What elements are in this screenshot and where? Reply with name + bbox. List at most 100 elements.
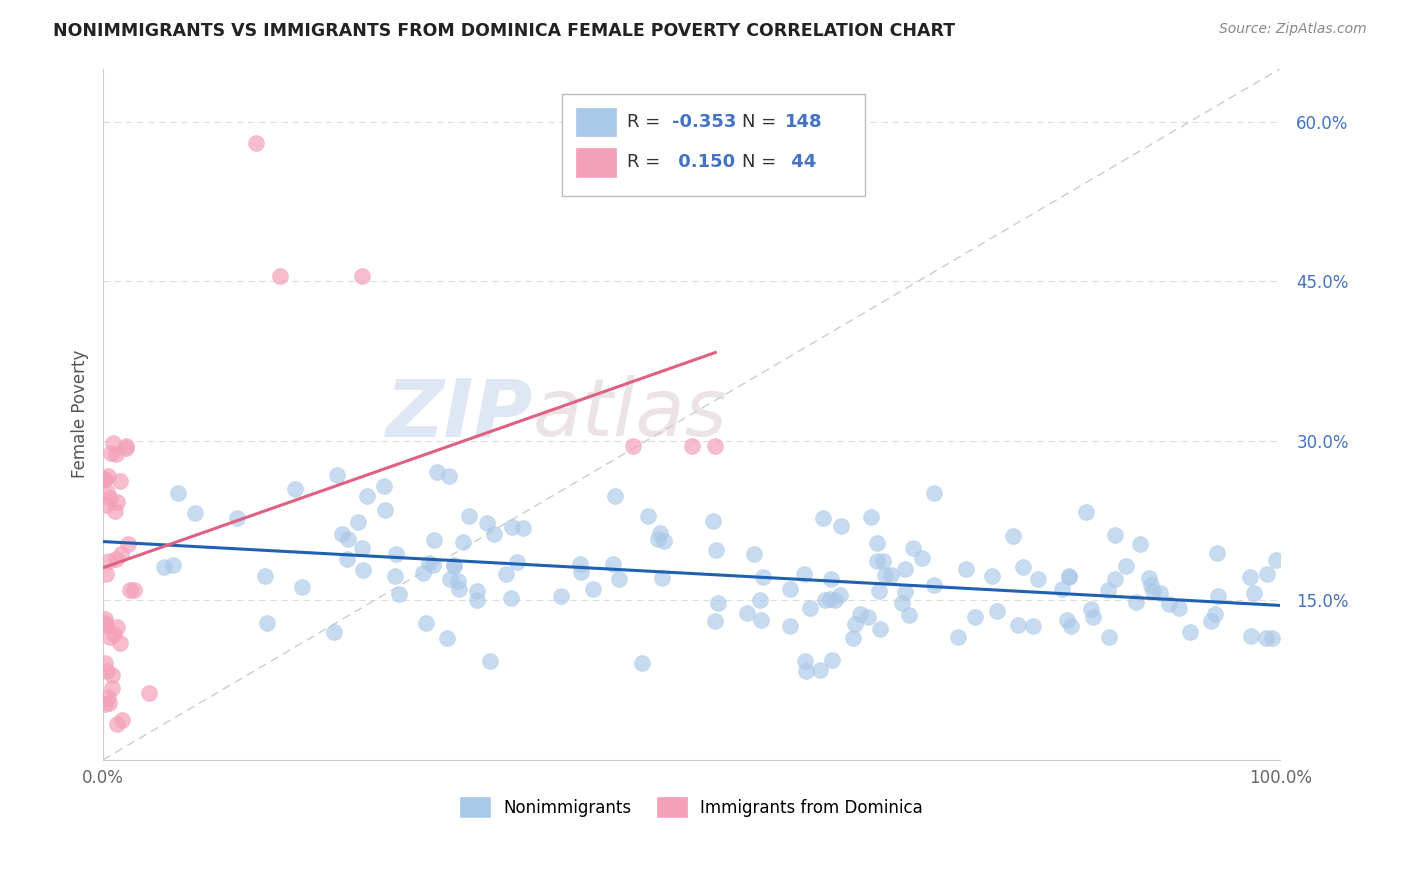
Point	[1204, 607, 1226, 621]
Point	[384, 569, 406, 583]
Point	[108, 636, 131, 650]
Point	[868, 584, 890, 599]
Point	[1104, 528, 1126, 542]
Point	[94, 618, 117, 632]
Point	[1256, 631, 1278, 645]
Point	[111, 713, 134, 727]
Point	[350, 541, 373, 556]
Text: N =: N =	[742, 113, 782, 131]
Point	[808, 663, 831, 677]
Point	[101, 681, 124, 695]
Point	[602, 558, 624, 572]
Point	[1139, 571, 1161, 585]
Text: atlas: atlas	[533, 376, 727, 453]
Point	[1012, 560, 1035, 574]
Point	[495, 566, 517, 581]
Point	[101, 436, 124, 450]
Point	[291, 580, 314, 594]
Point	[284, 482, 307, 496]
Point	[153, 560, 176, 574]
Point	[1149, 586, 1171, 600]
Text: Source: ZipAtlas.com: Source: ZipAtlas.com	[1219, 22, 1367, 37]
Point	[702, 514, 724, 528]
Point	[477, 516, 499, 531]
Text: ZIP: ZIP	[385, 376, 533, 453]
Point	[1050, 582, 1073, 597]
Point	[1157, 597, 1180, 611]
Point	[110, 474, 132, 488]
Point	[779, 619, 801, 633]
Point	[225, 511, 247, 525]
Point	[110, 547, 132, 561]
Point	[1125, 595, 1147, 609]
Point	[872, 554, 894, 568]
Point	[1002, 528, 1025, 542]
Point	[894, 585, 917, 599]
Point	[818, 592, 841, 607]
Point	[447, 574, 470, 588]
Point	[1239, 570, 1261, 584]
Point	[986, 604, 1008, 618]
Point	[1097, 630, 1119, 644]
Point	[824, 592, 846, 607]
Point	[256, 615, 278, 630]
Point	[946, 630, 969, 644]
Point	[1007, 618, 1029, 632]
Point	[93, 611, 115, 625]
Point	[1178, 625, 1201, 640]
Point	[436, 632, 458, 646]
Point	[749, 593, 772, 607]
Point	[1240, 629, 1263, 643]
Point	[1139, 577, 1161, 591]
Point	[651, 572, 673, 586]
Point	[1081, 609, 1104, 624]
Point	[866, 554, 889, 568]
Point	[1115, 559, 1137, 574]
Point	[105, 619, 128, 633]
Point	[443, 559, 465, 574]
Point	[875, 568, 897, 582]
Point	[465, 583, 488, 598]
Point	[751, 613, 773, 627]
Point	[742, 547, 765, 561]
Point	[346, 515, 368, 529]
Point	[793, 566, 815, 581]
Point	[903, 541, 925, 555]
Point	[647, 533, 669, 547]
Point	[103, 626, 125, 640]
Point	[325, 468, 347, 483]
Point	[1206, 546, 1229, 560]
Point	[894, 562, 917, 576]
Point	[605, 489, 627, 503]
Point	[94, 697, 117, 711]
Point	[439, 468, 461, 483]
Point	[97, 690, 120, 704]
Point	[568, 557, 591, 571]
Point	[412, 566, 434, 581]
Point	[245, 136, 267, 150]
Point	[856, 610, 879, 624]
Point	[96, 485, 118, 500]
Point	[820, 572, 842, 586]
Point	[550, 589, 572, 603]
Point	[94, 567, 117, 582]
Point	[1057, 569, 1080, 583]
Point	[374, 503, 396, 517]
Point	[965, 609, 987, 624]
Point	[94, 657, 117, 671]
Point	[1059, 619, 1081, 633]
Point	[100, 446, 122, 460]
Point	[115, 441, 138, 455]
Point	[621, 439, 644, 453]
Point	[501, 519, 523, 533]
Point	[794, 664, 817, 678]
Point	[980, 569, 1002, 583]
Point	[98, 630, 121, 644]
Point	[499, 591, 522, 605]
Legend: Nonimmigrants, Immigrants from Dominica: Nonimmigrants, Immigrants from Dominica	[454, 790, 929, 824]
Point	[104, 504, 127, 518]
Point	[607, 572, 630, 586]
Point	[707, 596, 730, 610]
Point	[482, 527, 505, 541]
Point	[1021, 619, 1043, 633]
